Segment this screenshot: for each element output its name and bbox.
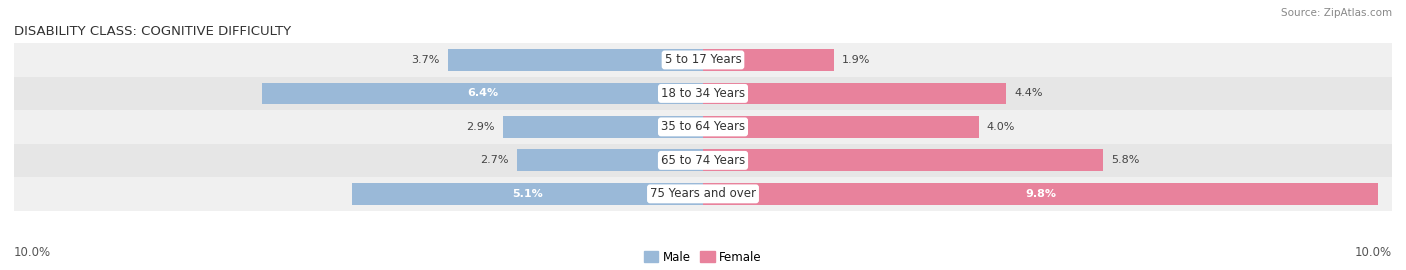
- Legend: Male, Female: Male, Female: [640, 246, 766, 268]
- Text: 6.4%: 6.4%: [467, 88, 498, 99]
- Text: 5 to 17 Years: 5 to 17 Years: [665, 53, 741, 66]
- Text: 3.7%: 3.7%: [412, 55, 440, 65]
- Text: DISABILITY CLASS: COGNITIVE DIFFICULTY: DISABILITY CLASS: COGNITIVE DIFFICULTY: [14, 25, 291, 38]
- Text: 2.9%: 2.9%: [467, 122, 495, 132]
- Text: 4.4%: 4.4%: [1014, 88, 1043, 99]
- Text: 4.0%: 4.0%: [987, 122, 1015, 132]
- Text: 9.8%: 9.8%: [1025, 189, 1056, 199]
- Text: 10.0%: 10.0%: [1355, 246, 1392, 259]
- Text: 5.8%: 5.8%: [1111, 155, 1139, 166]
- Bar: [449, 49, 703, 71]
- Bar: [14, 43, 1392, 77]
- Text: 18 to 34 Years: 18 to 34 Years: [661, 87, 745, 100]
- Text: 10.0%: 10.0%: [14, 246, 51, 259]
- Bar: [503, 116, 703, 138]
- Bar: [703, 116, 979, 138]
- Text: 75 Years and over: 75 Years and over: [650, 187, 756, 200]
- Bar: [14, 144, 1392, 177]
- Bar: [517, 150, 703, 171]
- Bar: [703, 83, 1007, 104]
- Bar: [703, 49, 834, 71]
- Bar: [703, 183, 1378, 205]
- Bar: [14, 77, 1392, 110]
- Text: 2.7%: 2.7%: [481, 155, 509, 166]
- Bar: [703, 150, 1102, 171]
- Text: 5.1%: 5.1%: [512, 189, 543, 199]
- Text: 65 to 74 Years: 65 to 74 Years: [661, 154, 745, 167]
- Bar: [14, 110, 1392, 144]
- Bar: [14, 177, 1392, 211]
- Text: 35 to 64 Years: 35 to 64 Years: [661, 120, 745, 133]
- Bar: [262, 83, 703, 104]
- Text: Source: ZipAtlas.com: Source: ZipAtlas.com: [1281, 8, 1392, 18]
- Text: 1.9%: 1.9%: [842, 55, 870, 65]
- Bar: [352, 183, 703, 205]
